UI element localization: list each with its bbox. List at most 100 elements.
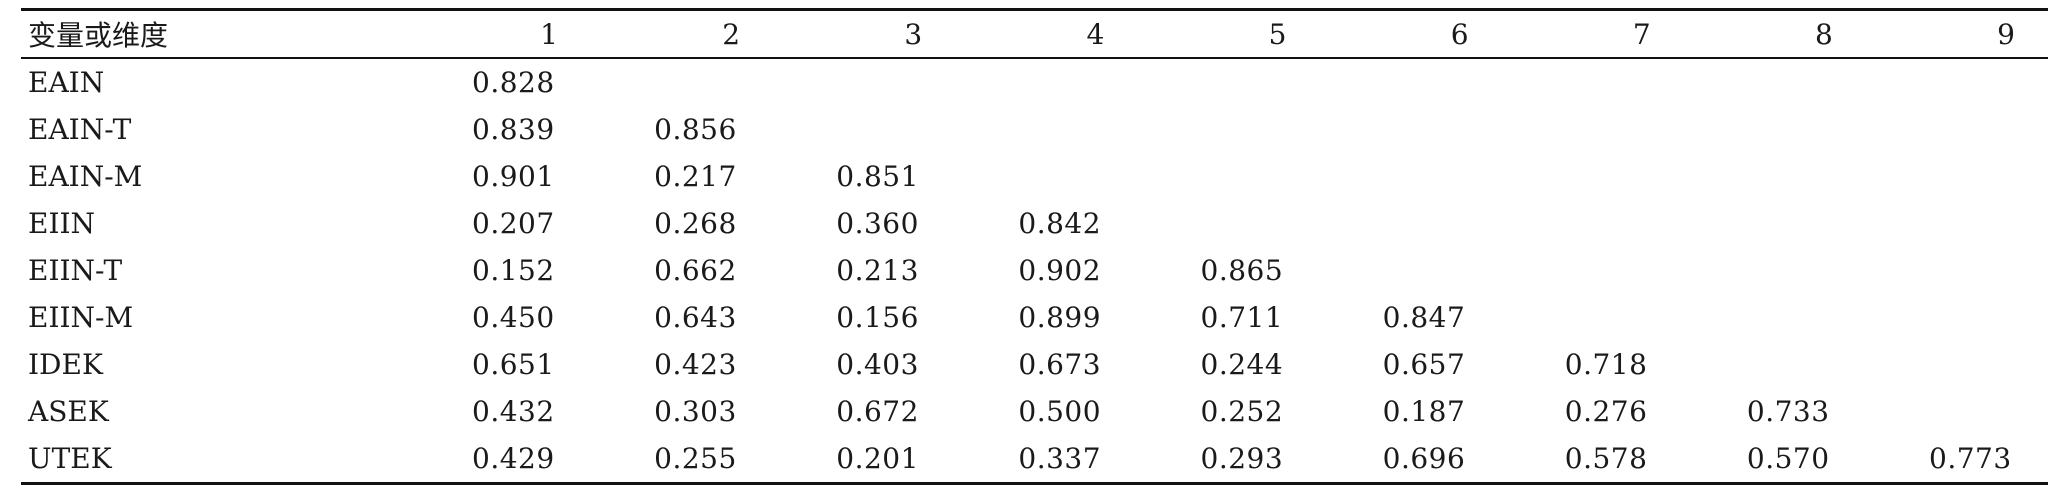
table-cell: 0.268: [640, 200, 822, 247]
table-cell: 0.337: [1004, 435, 1186, 484]
cell-value: 0.902: [1018, 254, 1102, 287]
table-cell: 0.578: [1551, 435, 1733, 484]
table-cell: [1187, 58, 1369, 106]
table-cell: [822, 58, 1004, 106]
table-cell: [1733, 247, 1915, 294]
table-cell: [1915, 294, 2048, 341]
table-cell: [1551, 58, 1733, 106]
cell-value: 0.851: [836, 160, 919, 193]
table-cell: [1187, 200, 1369, 247]
table-cell: [1733, 106, 1915, 153]
column-header-8: 8: [1815, 17, 1833, 51]
table-cell: 0.842: [1004, 200, 1186, 247]
table-cell: 0.152: [458, 247, 640, 294]
table-cell: [1915, 153, 2048, 200]
table-cell: [1369, 247, 1551, 294]
table-cell: 0.403: [822, 341, 1004, 388]
cell-value: 0.828: [472, 66, 555, 99]
cell-value: 0.303: [654, 395, 737, 428]
table-cell: 0.839: [458, 106, 640, 153]
column-header-7: 7: [1632, 17, 1651, 51]
table-cell: [1369, 58, 1551, 106]
cell-value: 0.187: [1382, 395, 1466, 428]
cell-value: 0.865: [1200, 254, 1284, 287]
cell-value: 0.156: [836, 301, 919, 334]
cell-value: 0.268: [654, 207, 737, 240]
column-header-6: 6: [1450, 17, 1469, 51]
correlation-table: 变量或维度 1 2 3 4 5 6 7 8 9 EAIN 0.828 EAIN-T 0.839 0.856…: [21, 8, 2048, 485]
cell-value: 0.207: [472, 207, 555, 240]
row-label: EIIN-M: [28, 301, 134, 334]
cell-value: 0.450: [472, 301, 555, 334]
table-cell: 0.773: [1915, 435, 2048, 484]
table-cell: 0.711: [1187, 294, 1369, 341]
row-label: IDEK: [28, 348, 103, 381]
cell-value: 0.856: [654, 113, 737, 146]
table-cell: [1551, 200, 1733, 247]
table-row: EIIN-T 0.152 0.662 0.213 0.902 0.865: [21, 247, 2048, 294]
column-header-variable: 变量或维度: [28, 19, 169, 52]
table-cell: [1551, 106, 1733, 153]
table-cell: [1369, 153, 1551, 200]
cell-value: 0.899: [1018, 301, 1102, 334]
table-cell: 0.252: [1187, 388, 1369, 435]
cell-value: 0.213: [836, 254, 919, 287]
table-cell: [1915, 200, 2048, 247]
table-cell: 0.429: [458, 435, 640, 484]
table-row: IDEK 0.651 0.423 0.403 0.673 0.244 0.657 0.718: [21, 341, 2048, 388]
table-header: 变量或维度 1 2 3 4 5 6 7 8 9: [21, 9, 2048, 58]
cell-value: 0.696: [1382, 442, 1466, 475]
table-cell: 0.156: [822, 294, 1004, 341]
table-cell: 0.847: [1369, 294, 1551, 341]
table-cell: 0.657: [1369, 341, 1551, 388]
table-cell: 0.643: [640, 294, 822, 341]
table-cell: 0.213: [822, 247, 1004, 294]
table-cell: 0.217: [640, 153, 822, 200]
row-label: EIIN-T: [28, 254, 123, 287]
table-cell: 0.673: [1004, 341, 1186, 388]
table-body: EAIN 0.828 EAIN-T 0.839 0.856 EAIN-M 0.901 0.21…: [21, 58, 2048, 484]
cell-value: 0.429: [472, 442, 555, 475]
table-cell: 0.423: [640, 341, 822, 388]
cell-value: 0.217: [654, 160, 737, 193]
table-cell: 0.303: [640, 388, 822, 435]
table-cell: [1733, 294, 1915, 341]
row-label: EAIN-M: [28, 160, 143, 193]
cell-value: 0.360: [836, 207, 919, 240]
header-row: 变量或维度 1 2 3 4 5 6 7 8 9: [21, 9, 2048, 58]
table-cell: 0.360: [822, 200, 1004, 247]
table-cell: [1187, 106, 1369, 153]
table-cell: [1369, 106, 1551, 153]
table-cell: 0.901: [458, 153, 640, 200]
cell-value: 0.432: [472, 395, 555, 428]
table-cell: [1915, 58, 2048, 106]
row-label: UTEK: [28, 442, 112, 475]
table-cell: 0.293: [1187, 435, 1369, 484]
table-row: ASEK 0.432 0.303 0.672 0.500 0.252 0.187 0.276 0…: [21, 388, 2048, 435]
table-row: EAIN-M 0.901 0.217 0.851: [21, 153, 2048, 200]
column-header-3: 3: [904, 17, 923, 51]
cell-value: 0.839: [472, 113, 555, 146]
table-cell: [1733, 200, 1915, 247]
column-header-9: 9: [1997, 17, 2015, 51]
cell-value: 0.651: [472, 348, 555, 381]
table-cell: 0.718: [1551, 341, 1733, 388]
column-header-2: 2: [722, 17, 741, 51]
table-cell: 0.672: [822, 388, 1004, 435]
cell-value: 0.643: [654, 301, 737, 334]
table-row: EIIN-M 0.450 0.643 0.156 0.899 0.711 0.847: [21, 294, 2048, 341]
table-cell: [1004, 58, 1186, 106]
table-row: EIIN 0.207 0.268 0.360 0.842: [21, 200, 2048, 247]
table-cell: 0.733: [1733, 388, 1915, 435]
table-cell: [1915, 247, 2048, 294]
table-cell: [1915, 106, 2048, 153]
table-cell: 0.432: [458, 388, 640, 435]
table-cell: [1733, 341, 1915, 388]
cell-value: 0.711: [1200, 301, 1284, 334]
table-cell: [1551, 247, 1733, 294]
table-cell: 0.207: [458, 200, 640, 247]
table-row: EAIN 0.828: [21, 58, 2048, 106]
table-cell: [1004, 106, 1186, 153]
table-cell: 0.651: [458, 341, 640, 388]
correlation-table-container: 变量或维度 1 2 3 4 5 6 7 8 9 EAIN 0.828 EAIN-T 0.839 0.856…: [21, 8, 2048, 485]
